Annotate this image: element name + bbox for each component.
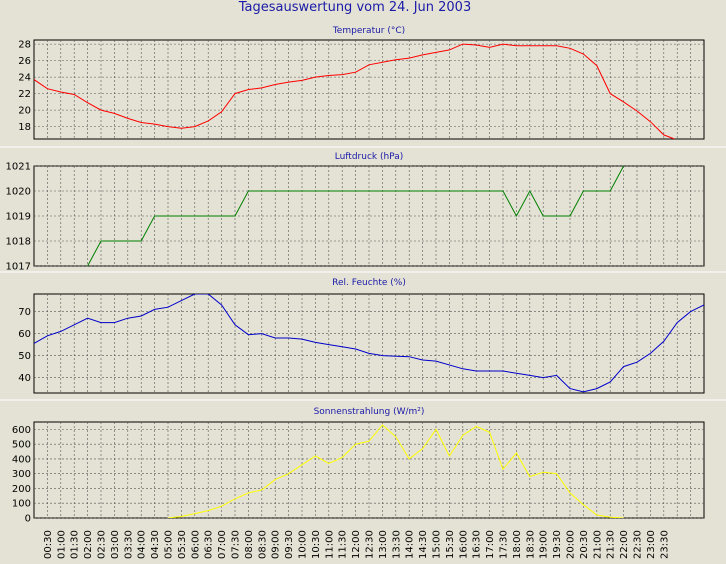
panel-title: Sonnenstrahlung (W/m²) xyxy=(314,407,425,417)
panel-title: Temperatur (°C) xyxy=(332,26,405,36)
x-tick-label: 14:00 xyxy=(405,530,416,559)
x-tick-label: 10:30 xyxy=(311,530,322,559)
x-tick-label: 10:00 xyxy=(298,530,309,559)
y-tick-label: 300 xyxy=(12,469,31,480)
x-tick-label: 11:30 xyxy=(338,530,349,559)
y-tick-label: 1018 xyxy=(6,237,31,248)
x-tick-label: 23:30 xyxy=(659,530,670,559)
chart-panel-1: Temperatur (°C) 18 20 22 24 26 28 xyxy=(0,26,726,148)
x-tick-label: 16:30 xyxy=(472,530,483,559)
y-tick-label: 40 xyxy=(18,373,31,384)
x-tick-label: 11:00 xyxy=(324,530,335,559)
x-tick-label: 14:30 xyxy=(418,530,429,559)
y-tick-label: 200 xyxy=(12,484,31,495)
y-tick-label: 0 xyxy=(25,514,31,525)
y-tick-label: 50 xyxy=(18,351,31,362)
x-tick-label: 05:00 xyxy=(164,530,175,559)
x-tick-label: 00:30 xyxy=(43,530,54,559)
y-tick-label: 1019 xyxy=(6,212,31,223)
series-line xyxy=(167,424,624,518)
x-tick-label: 15:00 xyxy=(432,530,443,559)
x-tick-label: 07:30 xyxy=(231,530,242,559)
y-tick-label: 1020 xyxy=(6,187,31,198)
x-tick-label: 06:30 xyxy=(204,530,215,559)
x-tick-label: 01:00 xyxy=(56,530,67,559)
series-line xyxy=(86,166,625,266)
series-line xyxy=(34,294,704,393)
x-tick-label: 09:00 xyxy=(271,530,282,559)
x-tick-label: 08:00 xyxy=(244,530,255,559)
x-tick-label: 04:00 xyxy=(137,530,148,559)
x-tick-label: 18:30 xyxy=(525,530,536,559)
y-tick-label: 500 xyxy=(12,440,31,451)
chart-panel-3: Rel. Feuchte (%) 40 50 60 70 xyxy=(0,278,726,401)
x-tick-label: 06:00 xyxy=(190,530,201,559)
chart-panel-4: Sonnenstrahlung (W/m²) 0 100 200 300 400 500 60… xyxy=(12,407,705,525)
x-tick-label: 17:30 xyxy=(499,530,510,559)
chart-panel-2: Luftdruck (hPa) 1017 1018 1019 1020 1021 xyxy=(0,152,726,273)
x-tick-label: 19:30 xyxy=(552,530,563,559)
x-tick-label: 05:30 xyxy=(177,530,188,559)
x-tick-label: 22:00 xyxy=(619,530,630,559)
x-tick-label: 12:30 xyxy=(365,530,376,559)
x-tick-label: 03:30 xyxy=(123,530,134,559)
x-tick-label: 08:30 xyxy=(257,530,268,559)
x-axis-labels: 00:30 01:00 01:30 02:00 02:30 03:00 03:30 04:00… xyxy=(43,530,670,559)
x-tick-label: 01:30 xyxy=(70,530,81,559)
series-line xyxy=(34,43,675,139)
y-tick-label: 400 xyxy=(12,454,31,465)
y-tick-label: 60 xyxy=(18,329,31,340)
x-tick-label: 04:30 xyxy=(150,530,161,559)
y-tick-label: 20 xyxy=(18,106,31,117)
x-tick-label: 07:00 xyxy=(217,530,228,559)
y-tick-label: 1021 xyxy=(6,162,31,173)
x-tick-label: 21:30 xyxy=(606,530,617,559)
x-tick-label: 15:30 xyxy=(445,530,456,559)
x-tick-label: 13:30 xyxy=(391,530,402,559)
x-tick-label: 09:30 xyxy=(284,530,295,559)
y-tick-label: 18 xyxy=(18,122,31,133)
report-title: Tagesauswertung vom 24. Jun 2003 xyxy=(238,0,472,15)
x-tick-label: 02:00 xyxy=(83,530,94,559)
x-tick-label: 19:00 xyxy=(539,530,550,559)
y-tick-label: 22 xyxy=(18,89,31,100)
x-tick-label: 22:30 xyxy=(633,530,644,559)
y-tick-label: 70 xyxy=(18,307,31,318)
x-tick-label: 23:00 xyxy=(646,530,657,559)
x-tick-label: 21:00 xyxy=(592,530,603,559)
x-tick-label: 16:00 xyxy=(458,530,469,559)
x-tick-label: 13:00 xyxy=(378,530,389,559)
y-tick-label: 28 xyxy=(18,40,31,51)
x-tick-label: 20:00 xyxy=(566,530,577,559)
panel-title: Rel. Feuchte (%) xyxy=(332,278,406,288)
y-tick-label: 26 xyxy=(18,56,31,67)
y-tick-label: 100 xyxy=(12,499,31,510)
x-tick-label: 02:30 xyxy=(97,530,108,559)
x-tick-label: 18:00 xyxy=(512,530,523,559)
x-tick-label: 17:00 xyxy=(485,530,496,559)
y-tick-label: 1017 xyxy=(6,262,31,273)
panel-title: Luftdruck (hPa) xyxy=(335,152,404,162)
x-tick-label: 12:00 xyxy=(351,530,362,559)
y-tick-label: 600 xyxy=(12,425,31,436)
x-tick-label: 03:00 xyxy=(110,530,121,559)
x-tick-label: 20:30 xyxy=(579,530,590,559)
y-tick-label: 24 xyxy=(18,73,31,84)
